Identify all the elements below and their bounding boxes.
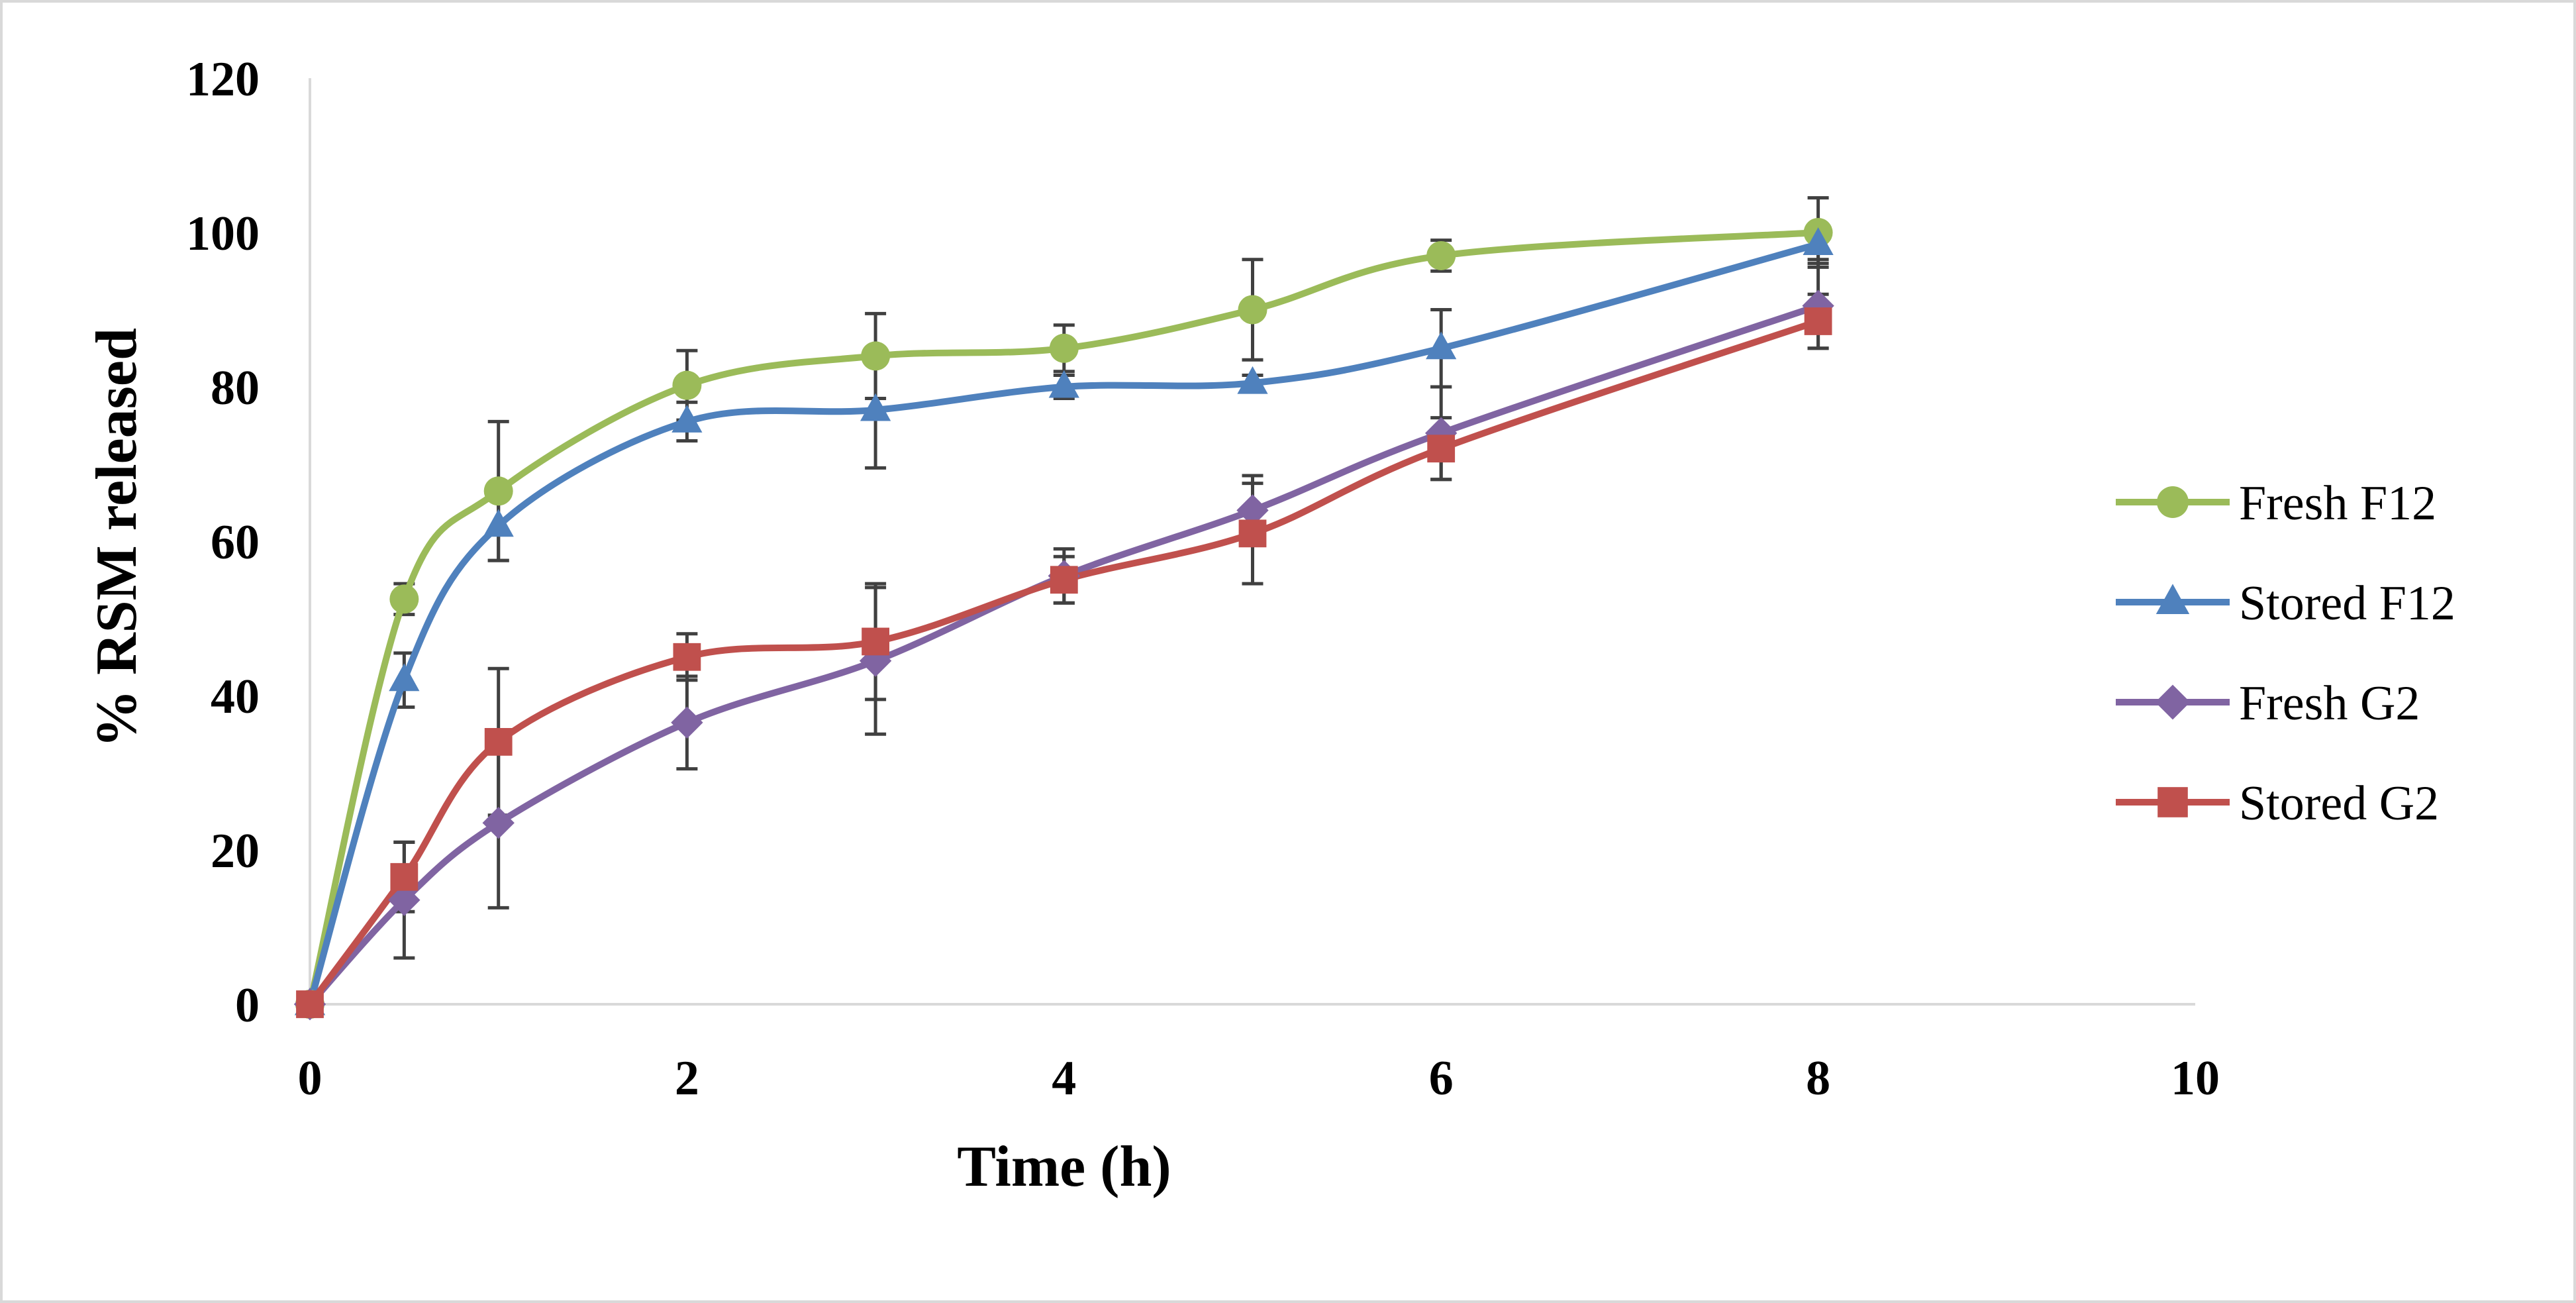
- data-point-stored-g2: [673, 643, 701, 671]
- x-tick-label: 0: [298, 1051, 322, 1106]
- legend-label-fresh-g2: Fresh G2: [2239, 676, 2420, 731]
- data-point-fresh-f12: [1049, 333, 1079, 363]
- data-point-stored-f12: [1426, 331, 1457, 360]
- data-point-fresh-f12: [861, 341, 891, 371]
- x-tick-label: 10: [2171, 1051, 2220, 1106]
- data-point-fresh-f12: [389, 584, 419, 614]
- legend-marker-fresh-f12: [2157, 486, 2189, 518]
- y-axis-title: % RSM released: [85, 328, 149, 748]
- data-point-stored-g2: [1427, 435, 1456, 463]
- y-tick-label: 120: [186, 52, 260, 107]
- x-tick-label: 4: [1052, 1051, 1076, 1106]
- x-tick-label: 8: [1806, 1051, 1830, 1106]
- legend-label-stored-f12: Stored F12: [2239, 576, 2455, 631]
- data-point-stored-f12: [1803, 227, 1834, 255]
- data-point-stored-f12: [860, 393, 891, 421]
- legend-marker-stored-f12: [2155, 584, 2190, 614]
- data-point-fresh-f12: [1238, 295, 1267, 325]
- data-point-stored-f12: [389, 663, 420, 692]
- y-tick-label: 100: [186, 207, 260, 261]
- legend-marker-fresh-g2: [2155, 684, 2191, 720]
- data-point-stored-g2: [1238, 519, 1267, 548]
- legend-marker-stored-g2: [2157, 787, 2188, 817]
- data-point-stored-f12: [1048, 370, 1079, 398]
- y-tick-label: 60: [211, 515, 260, 570]
- data-point-stored-g2: [484, 728, 513, 756]
- data-point-stored-g2: [1804, 307, 1832, 335]
- data-point-stored-f12: [483, 509, 514, 537]
- data-point-fresh-f12: [1426, 240, 1456, 270]
- data-point-stored-g2: [1050, 566, 1078, 594]
- data-point-fresh-g2: [482, 807, 515, 839]
- y-tick-label: 80: [211, 361, 260, 415]
- data-point-fresh-f12: [483, 476, 513, 506]
- data-point-fresh-g2: [859, 645, 892, 677]
- data-point-stored-g2: [390, 862, 419, 891]
- data-point-fresh-g2: [388, 884, 421, 916]
- data-point-stored-f12: [1237, 366, 1268, 394]
- data-point-fresh-g2: [1236, 494, 1269, 527]
- data-point-stored-g2: [296, 990, 324, 1018]
- data-point-stored-g2: [862, 627, 889, 656]
- data-point-stored-f12: [671, 405, 703, 433]
- data-point-fresh-f12: [672, 370, 702, 400]
- legend-label-stored-g2: Stored G2: [2239, 776, 2439, 831]
- x-axis-title: Time (h): [957, 1135, 1171, 1199]
- y-tick-label: 40: [211, 670, 260, 724]
- data-point-fresh-g2: [671, 706, 703, 739]
- x-tick-label: 2: [675, 1051, 699, 1106]
- y-tick-label: 20: [211, 824, 260, 878]
- y-tick-label: 0: [235, 978, 260, 1033]
- x-tick-label: 6: [1429, 1051, 1454, 1106]
- legend-label-fresh-f12: Fresh F12: [2239, 476, 2436, 531]
